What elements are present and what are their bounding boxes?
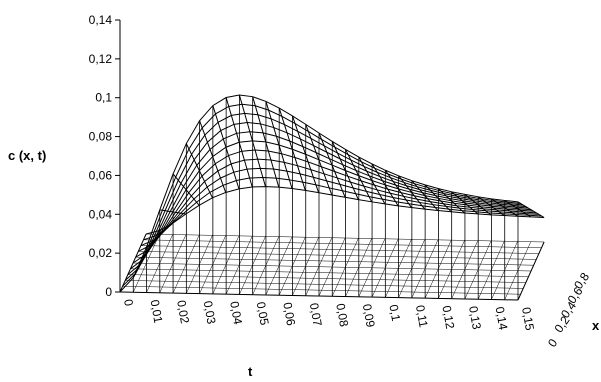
z-tick-label: 0,12 (89, 52, 113, 66)
series-line-t (238, 94, 266, 187)
tick-labels: 0 0,02 0,04 0,06 0,08 0,1 0,12 0,14 0 0,01 0,02 0,0… (89, 13, 593, 350)
t-tick-label: 0,06 (280, 301, 298, 327)
series-line-t (305, 124, 333, 196)
series-line-t (517, 201, 545, 218)
series-line-t (132, 230, 160, 278)
series-line-t (477, 196, 505, 216)
series-line-t (504, 200, 532, 218)
series-line-t (384, 169, 412, 208)
series-line-t (185, 143, 213, 199)
z-axis-title: c (x, t) (8, 148, 46, 163)
axes (115, 19, 545, 301)
x-axis (517, 241, 545, 301)
series-line-t (424, 184, 452, 213)
t-tick-label: 0,13 (466, 305, 484, 331)
series-line-t (491, 198, 518, 217)
z-tick-label: 0,02 (89, 246, 113, 260)
series-line-t (199, 120, 227, 193)
x-tick-label: 0 (545, 336, 560, 350)
t-tick-label: 0,01 (148, 299, 166, 325)
t-tick-label: 0,12 (439, 304, 457, 330)
series-line-t (398, 175, 426, 210)
series-line-t (358, 156, 386, 205)
series-line-t (331, 141, 359, 200)
series-line-t (291, 115, 320, 193)
z-tick-label: 0,08 (89, 130, 113, 144)
t-tick-label: 0,04 (227, 300, 245, 326)
t-tick-label: 0,02 (174, 299, 192, 325)
series-line-t (464, 194, 492, 216)
series-line-t (119, 233, 147, 293)
series-line-t (318, 132, 346, 198)
z-tick-label: 0,04 (89, 207, 113, 221)
series-line-t (146, 222, 173, 248)
series-line-t (451, 191, 479, 215)
t-axis-title: t (248, 364, 253, 379)
z-tick-label: 0,14 (89, 13, 113, 27)
x-axis-title: x (592, 318, 600, 333)
z-tick-label: 0,06 (89, 168, 113, 182)
series-line-t (159, 209, 186, 215)
t-axis (119, 291, 519, 301)
series-line-t (345, 149, 373, 203)
z-tick-label: 0 (105, 285, 112, 299)
t-tick-label: 0 (121, 298, 136, 307)
t-tick-label: 0,07 (307, 302, 325, 328)
t-tick-label: 0,08 (333, 302, 351, 328)
series-line-t (371, 163, 399, 207)
series-line-t (278, 107, 306, 191)
t-tick-label: 0,1 (386, 303, 403, 322)
t-tick-label: 0,15 (519, 306, 537, 332)
t-tick-label: 0,14 (493, 306, 511, 332)
t-tick-label: 0,05 (254, 301, 272, 327)
series-line-t (411, 180, 439, 211)
t-tick-label: 0,03 (201, 300, 219, 326)
series-line-t (265, 101, 293, 189)
series-line-t (212, 105, 240, 189)
z-tick-label: 0,1 (95, 91, 112, 105)
series-line-t (225, 97, 253, 188)
series-line-t (252, 96, 280, 188)
series-line-t (438, 188, 465, 214)
t-tick-label: 0,09 (360, 303, 378, 329)
surface-mesh (119, 94, 545, 301)
series-line-t (172, 173, 200, 206)
t-tick-label: 0,11 (413, 304, 431, 329)
